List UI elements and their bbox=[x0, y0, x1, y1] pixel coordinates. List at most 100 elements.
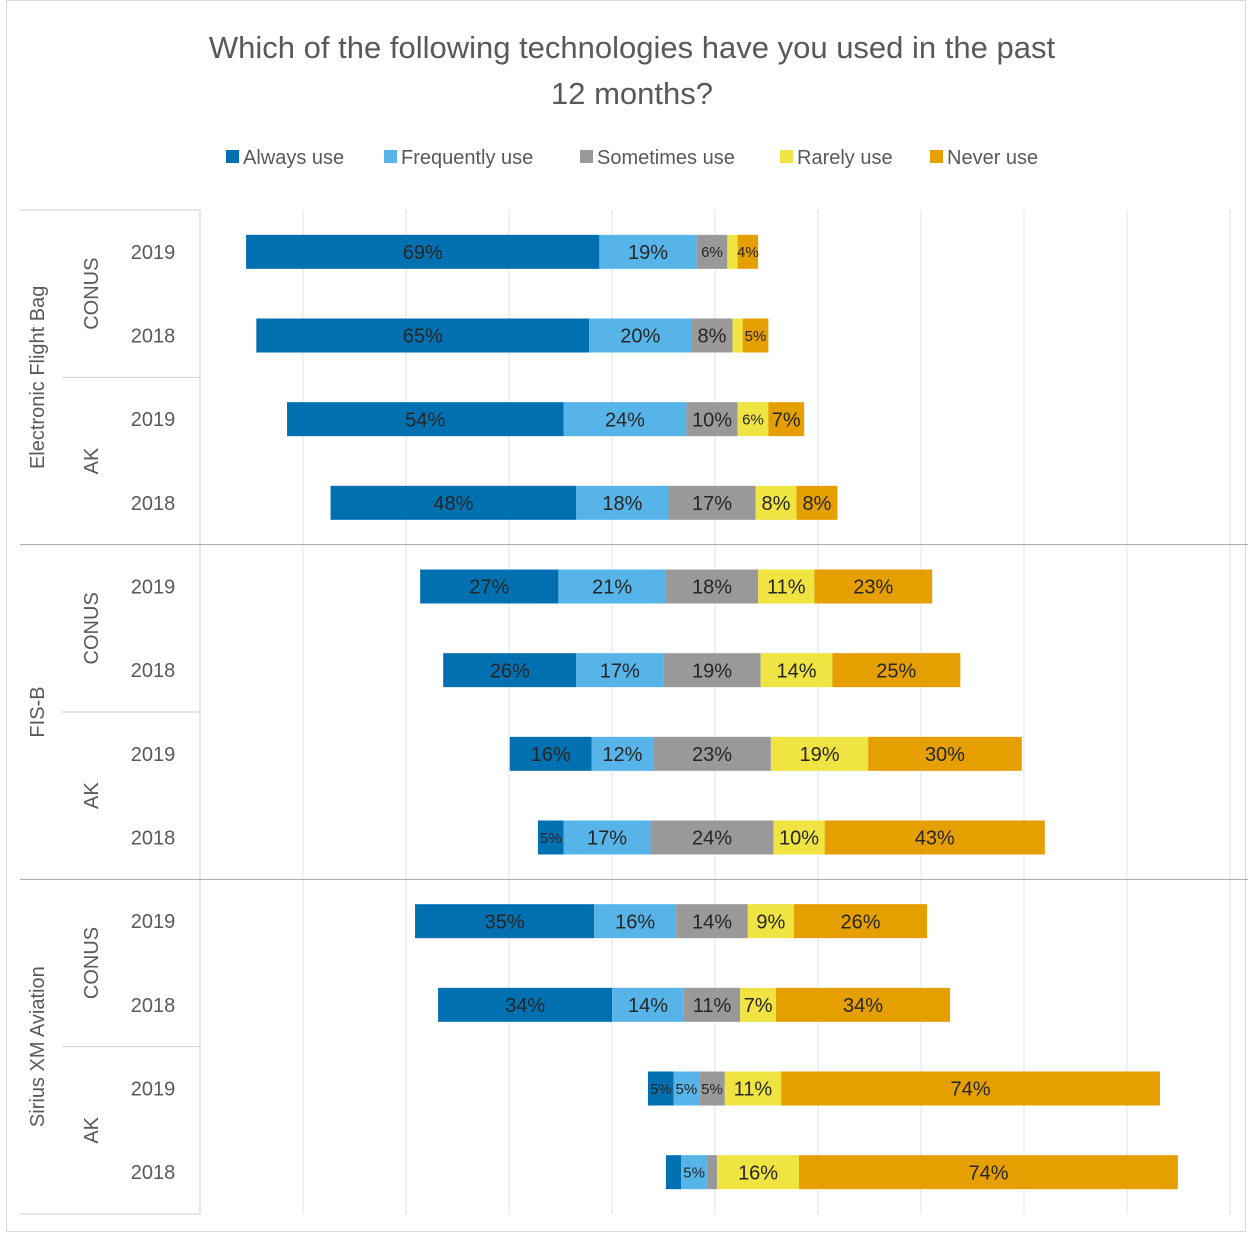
data-label: 8% bbox=[803, 493, 832, 515]
data-label: 9% bbox=[756, 911, 785, 933]
group-label: Sirius XM Aviation bbox=[27, 966, 49, 1127]
data-label: 5% bbox=[540, 830, 562, 847]
bar-segment bbox=[727, 234, 738, 269]
bar-segment bbox=[776, 987, 951, 1022]
data-label: 5% bbox=[676, 1081, 698, 1098]
bar-segment bbox=[696, 234, 728, 269]
bar-segment bbox=[673, 1071, 700, 1106]
data-label: 74% bbox=[968, 1162, 1008, 1184]
bar-segment bbox=[563, 820, 651, 855]
data-label: 10% bbox=[692, 409, 732, 431]
chart-title-line-1: Which of the following technologies have… bbox=[209, 30, 1056, 65]
bar-segment bbox=[824, 820, 1045, 855]
data-label: 23% bbox=[692, 744, 732, 766]
group-label: FIS-B bbox=[27, 686, 49, 737]
bar-segment bbox=[768, 402, 805, 437]
bar-segment bbox=[732, 318, 743, 353]
data-label: 5% bbox=[683, 1165, 705, 1182]
legend-label-3: Sometimes use bbox=[597, 147, 735, 169]
bar-segment bbox=[691, 318, 733, 353]
chart-frame bbox=[6, 0, 1246, 1232]
data-label: 7% bbox=[744, 995, 773, 1017]
bar-segment bbox=[246, 234, 600, 269]
data-label: 6% bbox=[742, 412, 764, 429]
region-label: CONUS bbox=[81, 927, 103, 999]
data-label: 30% bbox=[925, 744, 965, 766]
data-label: 19% bbox=[800, 744, 840, 766]
data-label: 7% bbox=[772, 409, 801, 431]
bar-segment bbox=[537, 820, 564, 855]
data-label: 25% bbox=[876, 660, 916, 682]
region-label: AK bbox=[81, 782, 103, 809]
data-label: 16% bbox=[738, 1162, 778, 1184]
bar-segment bbox=[755, 485, 797, 520]
region-label: CONUS bbox=[81, 592, 103, 664]
bar-segment bbox=[681, 1155, 707, 1190]
legend-swatch-5 bbox=[930, 150, 943, 163]
bar-segment bbox=[793, 904, 928, 939]
legend-label-5: Never use bbox=[947, 147, 1038, 169]
bar-segment bbox=[443, 653, 577, 688]
bar-segment bbox=[814, 569, 933, 604]
bar-segment bbox=[509, 736, 592, 771]
bar-segment bbox=[599, 234, 697, 269]
bar-segment bbox=[612, 987, 684, 1022]
bar-segment bbox=[589, 318, 692, 353]
bar-segment bbox=[747, 904, 794, 939]
legend-label-2: Frequently use bbox=[401, 147, 533, 169]
bar-segment bbox=[737, 234, 759, 269]
data-label: 24% bbox=[692, 828, 732, 850]
year-label: 2019 bbox=[131, 911, 176, 933]
bar-segment bbox=[737, 402, 769, 437]
data-label: 8% bbox=[762, 493, 791, 515]
bar-segment bbox=[663, 653, 761, 688]
region-label: AK bbox=[81, 1116, 103, 1143]
bar-segment bbox=[591, 736, 654, 771]
bar-segment bbox=[420, 569, 559, 604]
year-label: 2019 bbox=[131, 409, 176, 431]
data-label: 43% bbox=[915, 828, 955, 850]
data-label: 34% bbox=[843, 995, 883, 1017]
bar-segment bbox=[686, 402, 738, 437]
bar-segment bbox=[799, 1155, 1178, 1190]
bar-segment bbox=[563, 402, 687, 437]
legend-label-1: Always use bbox=[243, 147, 344, 169]
data-label: 5% bbox=[701, 1081, 723, 1098]
bar-segment bbox=[742, 318, 769, 353]
data-label: 11% bbox=[734, 1079, 773, 1101]
data-label: 54% bbox=[405, 409, 445, 431]
bar-segment bbox=[706, 1155, 718, 1190]
data-label: 26% bbox=[490, 660, 530, 682]
year-label: 2019 bbox=[131, 1079, 176, 1101]
bar-segment bbox=[770, 736, 869, 771]
data-label: 10% bbox=[779, 828, 819, 850]
year-label: 2018 bbox=[131, 995, 176, 1017]
bar-segment bbox=[796, 485, 838, 520]
year-label: 2019 bbox=[131, 744, 176, 766]
bar-segment bbox=[558, 569, 666, 604]
bar-segment bbox=[665, 569, 759, 604]
bar-segment bbox=[699, 1071, 725, 1106]
data-label: 6% bbox=[701, 244, 723, 261]
bar-segment bbox=[287, 402, 564, 437]
bar-segment bbox=[758, 569, 815, 604]
bar-segment bbox=[832, 653, 961, 688]
data-label: 20% bbox=[620, 326, 660, 348]
legend-swatch-4 bbox=[780, 150, 793, 163]
group-label: Electronic Flight Bag bbox=[27, 286, 49, 469]
data-label: 16% bbox=[531, 744, 571, 766]
data-label: 14% bbox=[628, 995, 668, 1017]
data-label: 48% bbox=[433, 493, 473, 515]
data-label: 24% bbox=[605, 409, 645, 431]
data-label: 69% bbox=[403, 242, 443, 264]
data-label: 17% bbox=[587, 828, 627, 850]
data-label: 19% bbox=[692, 660, 732, 682]
year-label: 2018 bbox=[131, 1162, 176, 1184]
bar-segment bbox=[760, 653, 833, 688]
legend-swatch-1 bbox=[226, 150, 239, 163]
data-label: 26% bbox=[840, 911, 880, 933]
data-label: 19% bbox=[628, 242, 668, 264]
data-label: 18% bbox=[692, 577, 732, 599]
bar-segment bbox=[668, 485, 756, 520]
